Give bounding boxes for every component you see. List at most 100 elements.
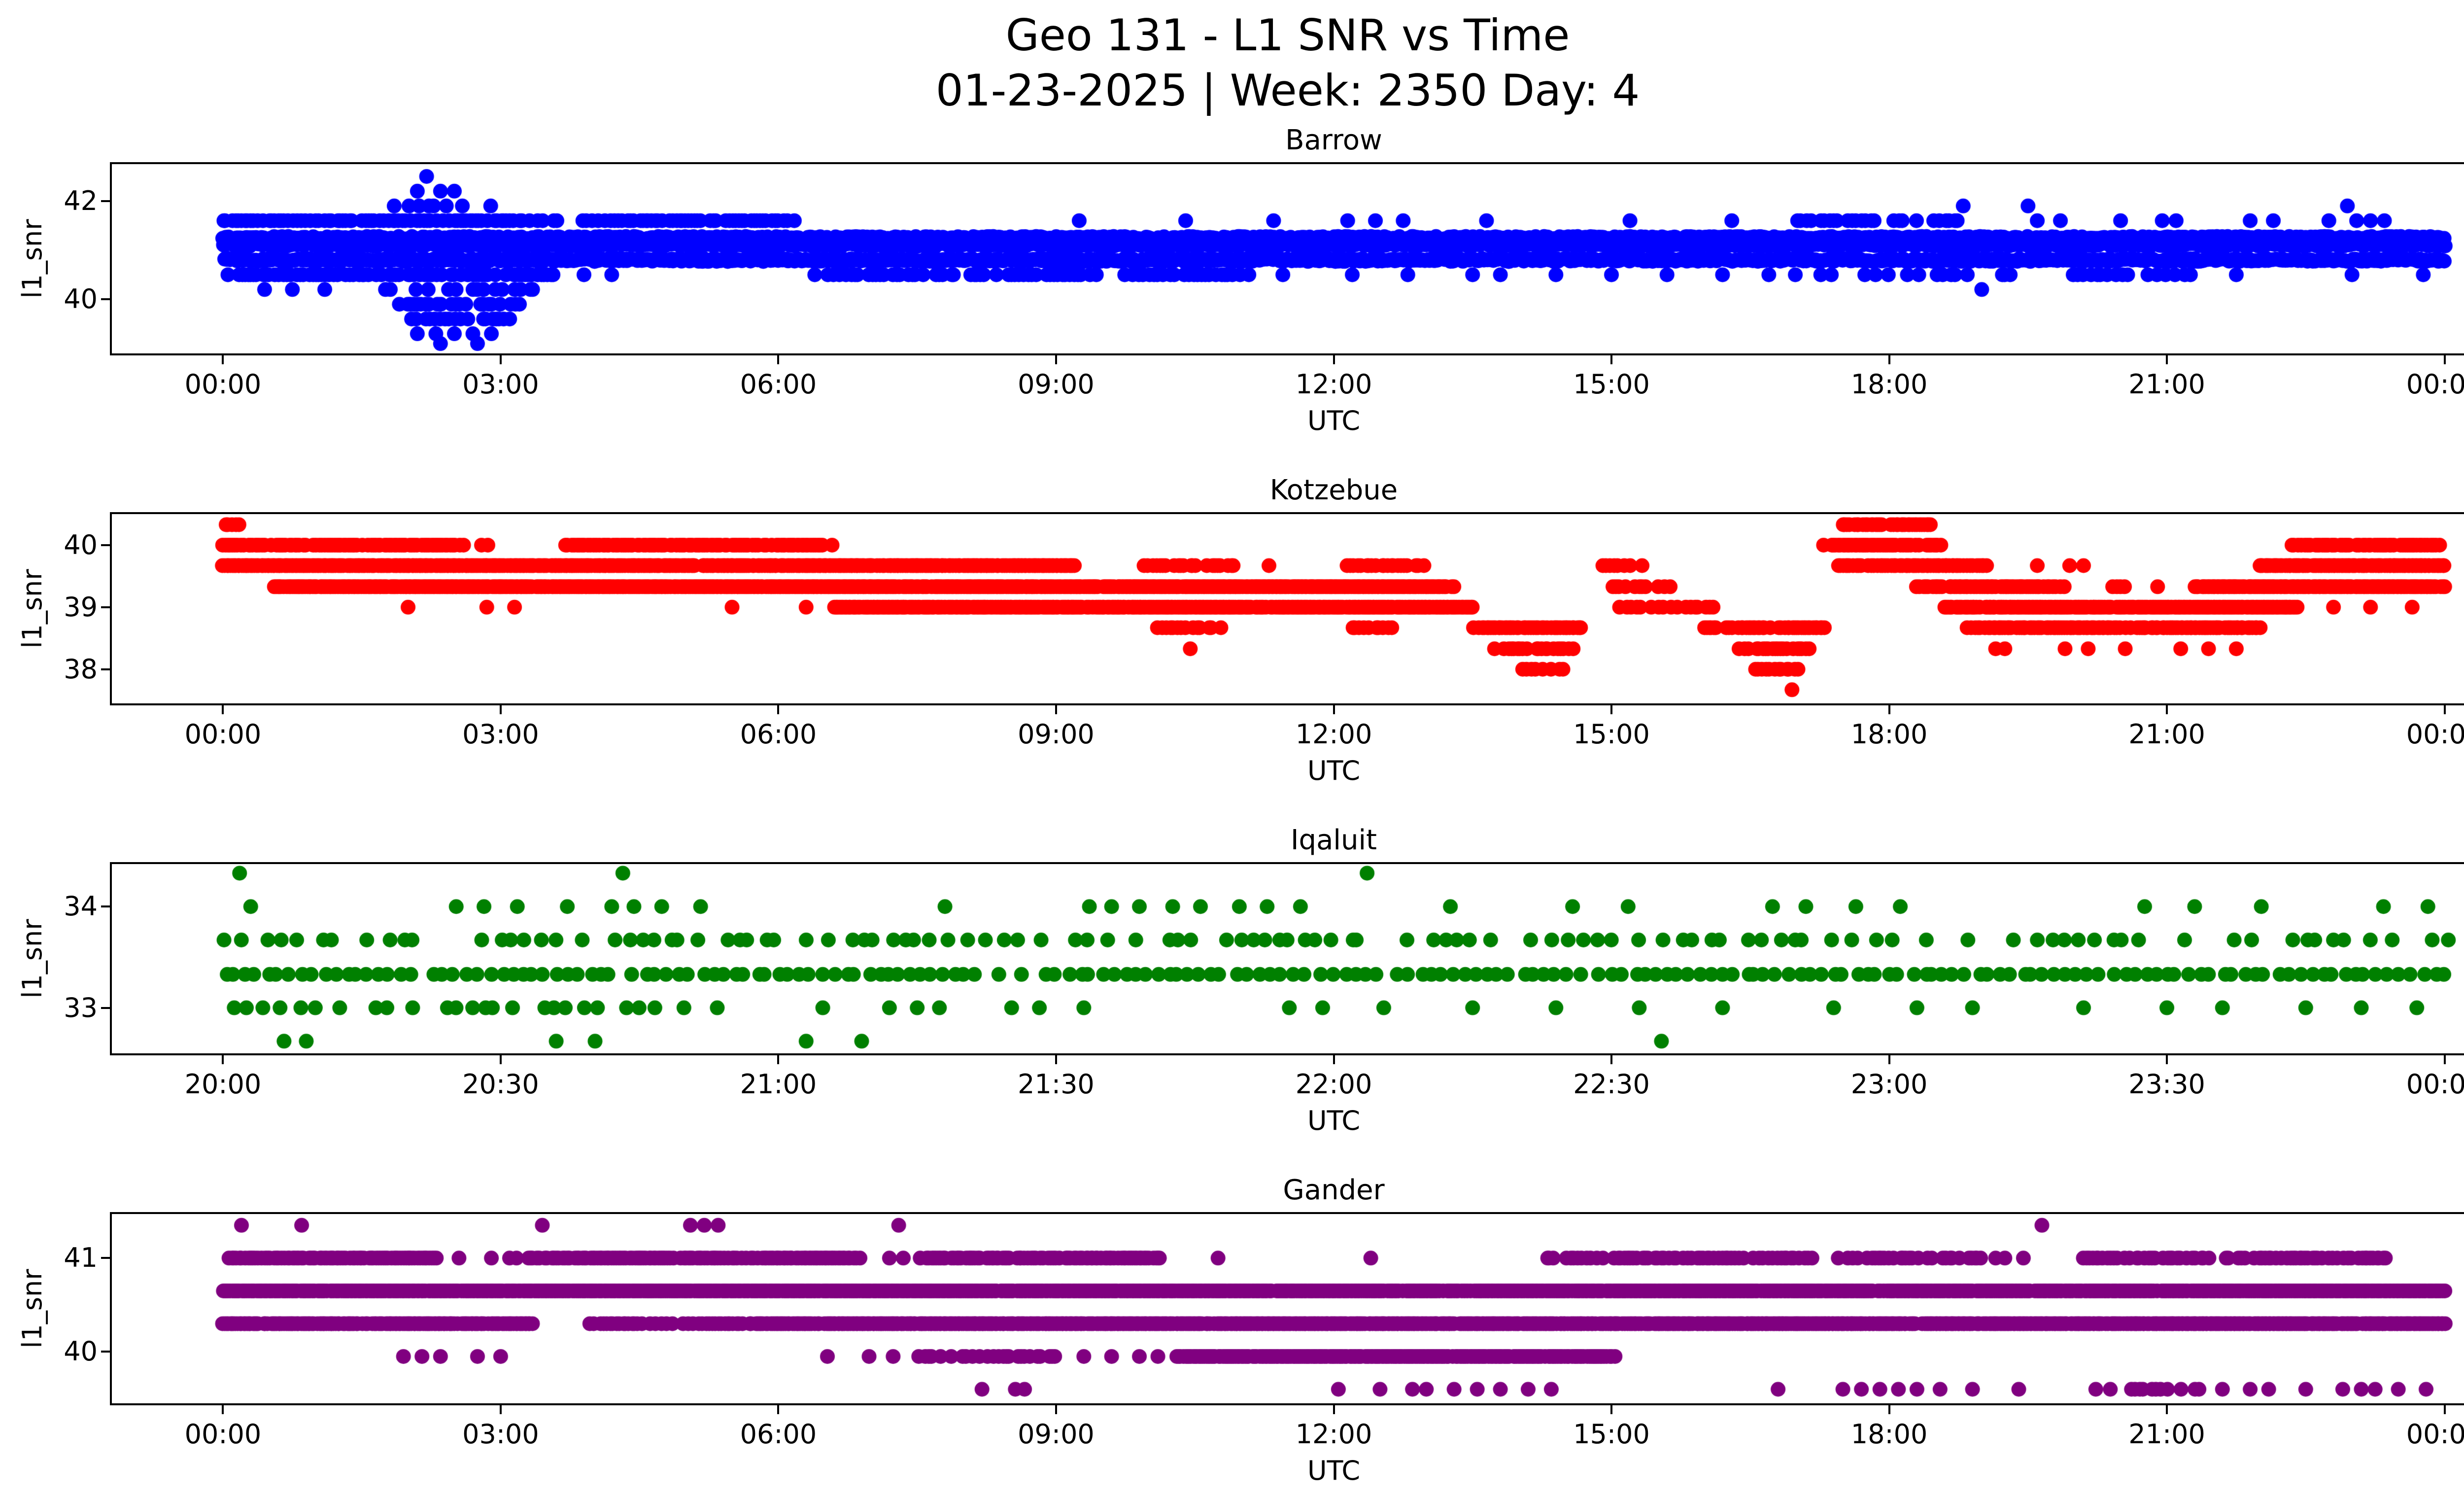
x-tick-label: 00:00 bbox=[184, 719, 262, 750]
x-tick-label: 22:30 bbox=[1573, 1069, 1650, 1100]
y-tick-mark bbox=[101, 200, 110, 202]
x-tick-label: 15:00 bbox=[1573, 1419, 1650, 1450]
x-tick-mark bbox=[499, 705, 502, 714]
scatter-canvas-barrow bbox=[112, 164, 2464, 353]
x-tick-mark bbox=[1055, 1405, 1057, 1414]
plot-area-iqaluit bbox=[110, 862, 2464, 1055]
subplot-title-iqaluit: Iqaluit bbox=[1291, 824, 1377, 856]
x-tick-label: 09:00 bbox=[1018, 1419, 1095, 1450]
x-tick-mark bbox=[1888, 1405, 1890, 1414]
y-tick-label: 40 bbox=[64, 1336, 98, 1367]
x-tick-mark bbox=[499, 1055, 502, 1064]
x-tick-label: 20:30 bbox=[462, 1069, 539, 1100]
x-tick-label: 00:00 bbox=[2406, 1419, 2464, 1450]
y-tick-label: 39 bbox=[64, 591, 98, 623]
x-tick-label: 21:00 bbox=[740, 1069, 817, 1100]
x-tick-mark bbox=[1610, 1405, 1613, 1414]
plot-area-kotzebue bbox=[110, 512, 2464, 705]
x-tick-label: 21:00 bbox=[2128, 719, 2205, 750]
x-tick-mark bbox=[2166, 355, 2168, 364]
x-tick-mark bbox=[222, 1055, 224, 1064]
y-axis-label-gander: l1_snr bbox=[17, 1269, 48, 1349]
x-tick-mark bbox=[777, 355, 780, 364]
x-tick-label: 21:00 bbox=[2128, 369, 2205, 400]
x-tick-label: 03:00 bbox=[462, 719, 539, 750]
y-tick-mark bbox=[101, 668, 110, 670]
x-tick-mark bbox=[2443, 1405, 2446, 1414]
x-tick-mark bbox=[777, 1055, 780, 1064]
figure-title-line-1: Geo 131 - L1 SNR vs Time bbox=[1005, 10, 1570, 61]
x-tick-mark bbox=[777, 705, 780, 714]
x-tick-label: 22:00 bbox=[1295, 1069, 1372, 1100]
plot-area-gander bbox=[110, 1212, 2464, 1405]
x-tick-label: 18:00 bbox=[1850, 369, 1928, 400]
x-tick-label: 20:00 bbox=[184, 1069, 262, 1100]
x-tick-mark bbox=[2166, 1405, 2168, 1414]
x-tick-label: 21:30 bbox=[1018, 1069, 1095, 1100]
x-tick-mark bbox=[1055, 1055, 1057, 1064]
x-tick-mark bbox=[1610, 705, 1613, 714]
x-tick-label: 15:00 bbox=[1573, 369, 1650, 400]
y-tick-label: 42 bbox=[64, 185, 98, 216]
y-tick-mark bbox=[101, 298, 110, 301]
x-tick-mark bbox=[2443, 1055, 2446, 1064]
x-tick-label: 12:00 bbox=[1295, 369, 1372, 400]
x-tick-label: 06:00 bbox=[740, 719, 817, 750]
x-axis-label-iqaluit: UTC bbox=[1307, 1105, 1361, 1136]
y-tick-label: 40 bbox=[64, 283, 98, 315]
x-tick-mark bbox=[2443, 705, 2446, 714]
x-tick-label: 18:00 bbox=[1850, 1419, 1928, 1450]
y-tick-label: 33 bbox=[64, 992, 98, 1023]
figure-title: Geo 131 - L1 SNR vs Time 01-23-2025 | We… bbox=[0, 8, 2464, 118]
x-tick-label: 06:00 bbox=[740, 369, 817, 400]
x-tick-mark bbox=[1888, 355, 1890, 364]
x-tick-label: 00:00 bbox=[2406, 369, 2464, 400]
y-tick-label: 40 bbox=[64, 529, 98, 560]
x-tick-mark bbox=[2443, 355, 2446, 364]
plot-area-barrow bbox=[110, 162, 2464, 355]
y-tick-mark bbox=[101, 606, 110, 608]
x-tick-label: 12:00 bbox=[1295, 719, 1372, 750]
y-axis-label-iqaluit: l1_snr bbox=[17, 919, 48, 999]
x-tick-label: 09:00 bbox=[1018, 369, 1095, 400]
x-tick-label: 18:00 bbox=[1850, 719, 1928, 750]
x-tick-label: 09:00 bbox=[1018, 719, 1095, 750]
x-tick-label: 21:00 bbox=[2128, 1419, 2205, 1450]
x-tick-label: 00:00 bbox=[184, 369, 262, 400]
x-tick-label: 23:30 bbox=[2128, 1069, 2205, 1100]
x-tick-label: 03:00 bbox=[462, 1419, 539, 1450]
x-tick-mark bbox=[1333, 1055, 1335, 1064]
x-tick-mark bbox=[777, 1405, 780, 1414]
x-tick-mark bbox=[222, 355, 224, 364]
x-tick-mark bbox=[1888, 705, 1890, 714]
x-tick-label: 23:00 bbox=[1850, 1069, 1928, 1100]
x-axis-label-kotzebue: UTC bbox=[1307, 755, 1361, 786]
y-tick-mark bbox=[101, 1257, 110, 1259]
x-tick-mark bbox=[1333, 705, 1335, 714]
x-tick-mark bbox=[1610, 1055, 1613, 1064]
x-tick-mark bbox=[1055, 705, 1057, 714]
scatter-canvas-kotzebue bbox=[112, 514, 2464, 703]
y-tick-mark bbox=[101, 1351, 110, 1353]
x-tick-mark bbox=[1055, 355, 1057, 364]
x-tick-mark bbox=[1333, 355, 1335, 364]
figure-title-line-2: 01-23-2025 | Week: 2350 Day: 4 bbox=[935, 65, 1640, 116]
x-tick-label: 12:00 bbox=[1295, 1419, 1372, 1450]
x-tick-mark bbox=[1610, 355, 1613, 364]
x-tick-label: 00:00 bbox=[2406, 719, 2464, 750]
subplot-title-kotzebue: Kotzebue bbox=[1269, 474, 1398, 506]
subplot-title-gander: Gander bbox=[1283, 1174, 1385, 1206]
x-axis-label-barrow: UTC bbox=[1307, 405, 1361, 436]
x-tick-mark bbox=[222, 705, 224, 714]
x-tick-label: 15:00 bbox=[1573, 719, 1650, 750]
x-tick-mark bbox=[2166, 1055, 2168, 1064]
x-axis-label-gander: UTC bbox=[1307, 1455, 1361, 1486]
y-tick-mark bbox=[101, 544, 110, 546]
scatter-canvas-gander bbox=[112, 1214, 2464, 1403]
y-tick-mark bbox=[101, 905, 110, 908]
subplot-title-barrow: Barrow bbox=[1285, 124, 1382, 156]
y-tick-mark bbox=[101, 1007, 110, 1009]
x-tick-mark bbox=[222, 1405, 224, 1414]
y-tick-label: 41 bbox=[64, 1242, 98, 1274]
x-tick-mark bbox=[2166, 705, 2168, 714]
